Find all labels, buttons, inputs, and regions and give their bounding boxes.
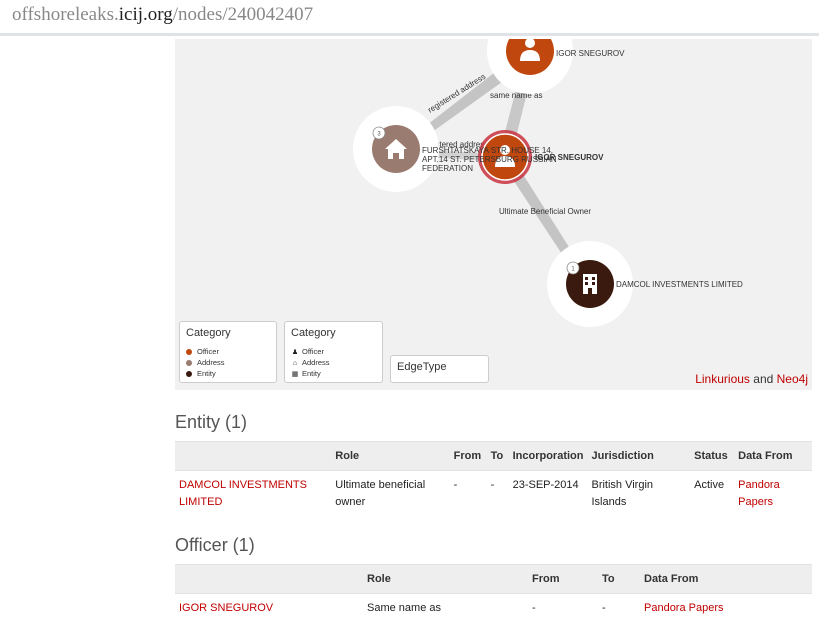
home-icon [385, 139, 407, 159]
legend-item-address: ⌂ Address [292, 358, 330, 367]
edge-label-ultimate-beneficial-owner: Ultimate Beneficial Owner [499, 207, 591, 216]
column-header-to: To [598, 564, 640, 594]
column-header [175, 564, 363, 594]
edge-label-same-name-as: same name as [490, 91, 542, 100]
legend-category-icon: Category ♟ Officer ⌂ Address ▦ Entity [284, 321, 383, 383]
graph-canvas[interactable]: registered address registered address sa… [175, 39, 812, 390]
entity-data-from-link[interactable]: Pandora Papers [738, 479, 780, 508]
node-officer-center[interactable]: IGOR SNEGUROV [478, 130, 604, 184]
entity-section-title: Entity (1) [175, 412, 248, 432]
column-header-jurisdiction: Jurisdiction [587, 441, 691, 471]
officer-color-dot [186, 349, 192, 355]
building-icon: ▦ [291, 371, 299, 378]
legend-category-color: Category Officer Address Entity [179, 321, 277, 383]
address-color-dot [186, 360, 192, 366]
officer-role: Same name as [367, 602, 441, 614]
column-header-data-from: Data From [734, 441, 812, 471]
browser-address-bar[interactable]: offshoreleaks.icij.org/nodes/240042407 [0, 0, 819, 36]
node-label-address-line1: FURSHTATSKAYA STR. HOUSE 14, [422, 146, 553, 155]
column-header-data-from: Data From [640, 564, 812, 594]
entity-to: - [490, 479, 495, 491]
person-icon [520, 39, 540, 61]
column-header-role: Role [363, 564, 528, 594]
entity-table: Role From To Incorporation Jurisdiction … [175, 441, 812, 517]
entity-color-dot [186, 371, 192, 377]
edge-label-registered-address-2: registered address [422, 140, 488, 149]
column-header-from: From [528, 564, 598, 594]
home-icon: ⌂ [292, 360, 298, 367]
legend-item-entity: Entity [186, 369, 216, 378]
legend-item-officer: ♟ Officer [291, 347, 324, 356]
entity-status: Active [694, 479, 725, 491]
officer-table: Role From To Data From IGOR SNEGUROV Sam… [175, 564, 812, 623]
officer-from: - [532, 602, 536, 614]
entity-role: Ultimate beneficial owner [335, 479, 426, 508]
person-icon [495, 145, 515, 167]
legend-title: Category [186, 327, 231, 339]
node-label-officer-top: IGOR SNEGUROV [556, 49, 625, 58]
graph-credits: Linkurious and Neo4j [695, 372, 808, 386]
column-header-to: To [486, 441, 509, 471]
table-row: IGOR SNEGUROV Same name as - - Pandora P… [175, 594, 812, 623]
column-header [175, 441, 332, 471]
entity-jurisdiction: British Virgin Islands [591, 479, 654, 508]
node-address[interactable]: 3 [353, 106, 439, 192]
url-text[interactable]: offshoreleaks.icij.org/nodes/240042407 [12, 4, 314, 25]
column-header-role: Role [331, 441, 450, 471]
table-header-row: Role From To Data From [175, 564, 812, 594]
column-header-incorporation: Incorporation [508, 441, 588, 471]
officer-to: - [602, 602, 606, 614]
column-header-status: Status [690, 441, 735, 471]
node-badge-entity: 1 [571, 267, 575, 273]
network-graph[interactable]: registered address registered address sa… [175, 39, 812, 390]
legend-title: Category [291, 327, 336, 339]
legend-item-officer: Officer [186, 347, 219, 356]
linkurious-link[interactable]: Linkurious [695, 372, 750, 386]
officer-name-link[interactable]: IGOR SNEGUROV [179, 602, 274, 614]
column-header-from: From [449, 441, 487, 471]
neo4j-link[interactable]: Neo4j [776, 372, 808, 386]
node-label-officer-center: IGOR SNEGUROV [535, 153, 604, 162]
entity-from: - [453, 479, 458, 491]
node-officer-top[interactable]: IGOR SNEGUROV [487, 39, 625, 94]
node-label-address-line3: FEDERATION [422, 164, 473, 173]
person-icon: ♟ [291, 349, 299, 356]
legend-item-entity: ▦ Entity [291, 369, 321, 378]
officer-data-from-link[interactable]: Pandora Papers [644, 602, 724, 614]
node-entity[interactable]: 1 DAMCOL INVESTMENTS LIMITED [547, 241, 743, 327]
legend-title: EdgeType [397, 361, 447, 373]
table-row: DAMCOL INVESTMENTS LIMITED Ultimate benef… [175, 471, 812, 518]
entity-incorporation: 23-SEP-2014 [512, 479, 579, 491]
entity-name-link[interactable]: DAMCOL INVESTMENTS LIMITED [179, 479, 307, 508]
legend-item-address: Address [186, 358, 225, 367]
node-label-address-line2: APT.14 ST. PETERSBURG RUSSIAN [422, 155, 557, 164]
officer-section-title: Officer (1) [175, 535, 255, 555]
legend-edge-type: EdgeType [390, 355, 489, 383]
node-label-entity: DAMCOL INVESTMENTS LIMITED [616, 280, 743, 289]
table-header-row: Role From To Incorporation Jurisdiction … [175, 441, 812, 471]
node-badge-address: 3 [377, 132, 381, 138]
building-icon [583, 274, 597, 294]
